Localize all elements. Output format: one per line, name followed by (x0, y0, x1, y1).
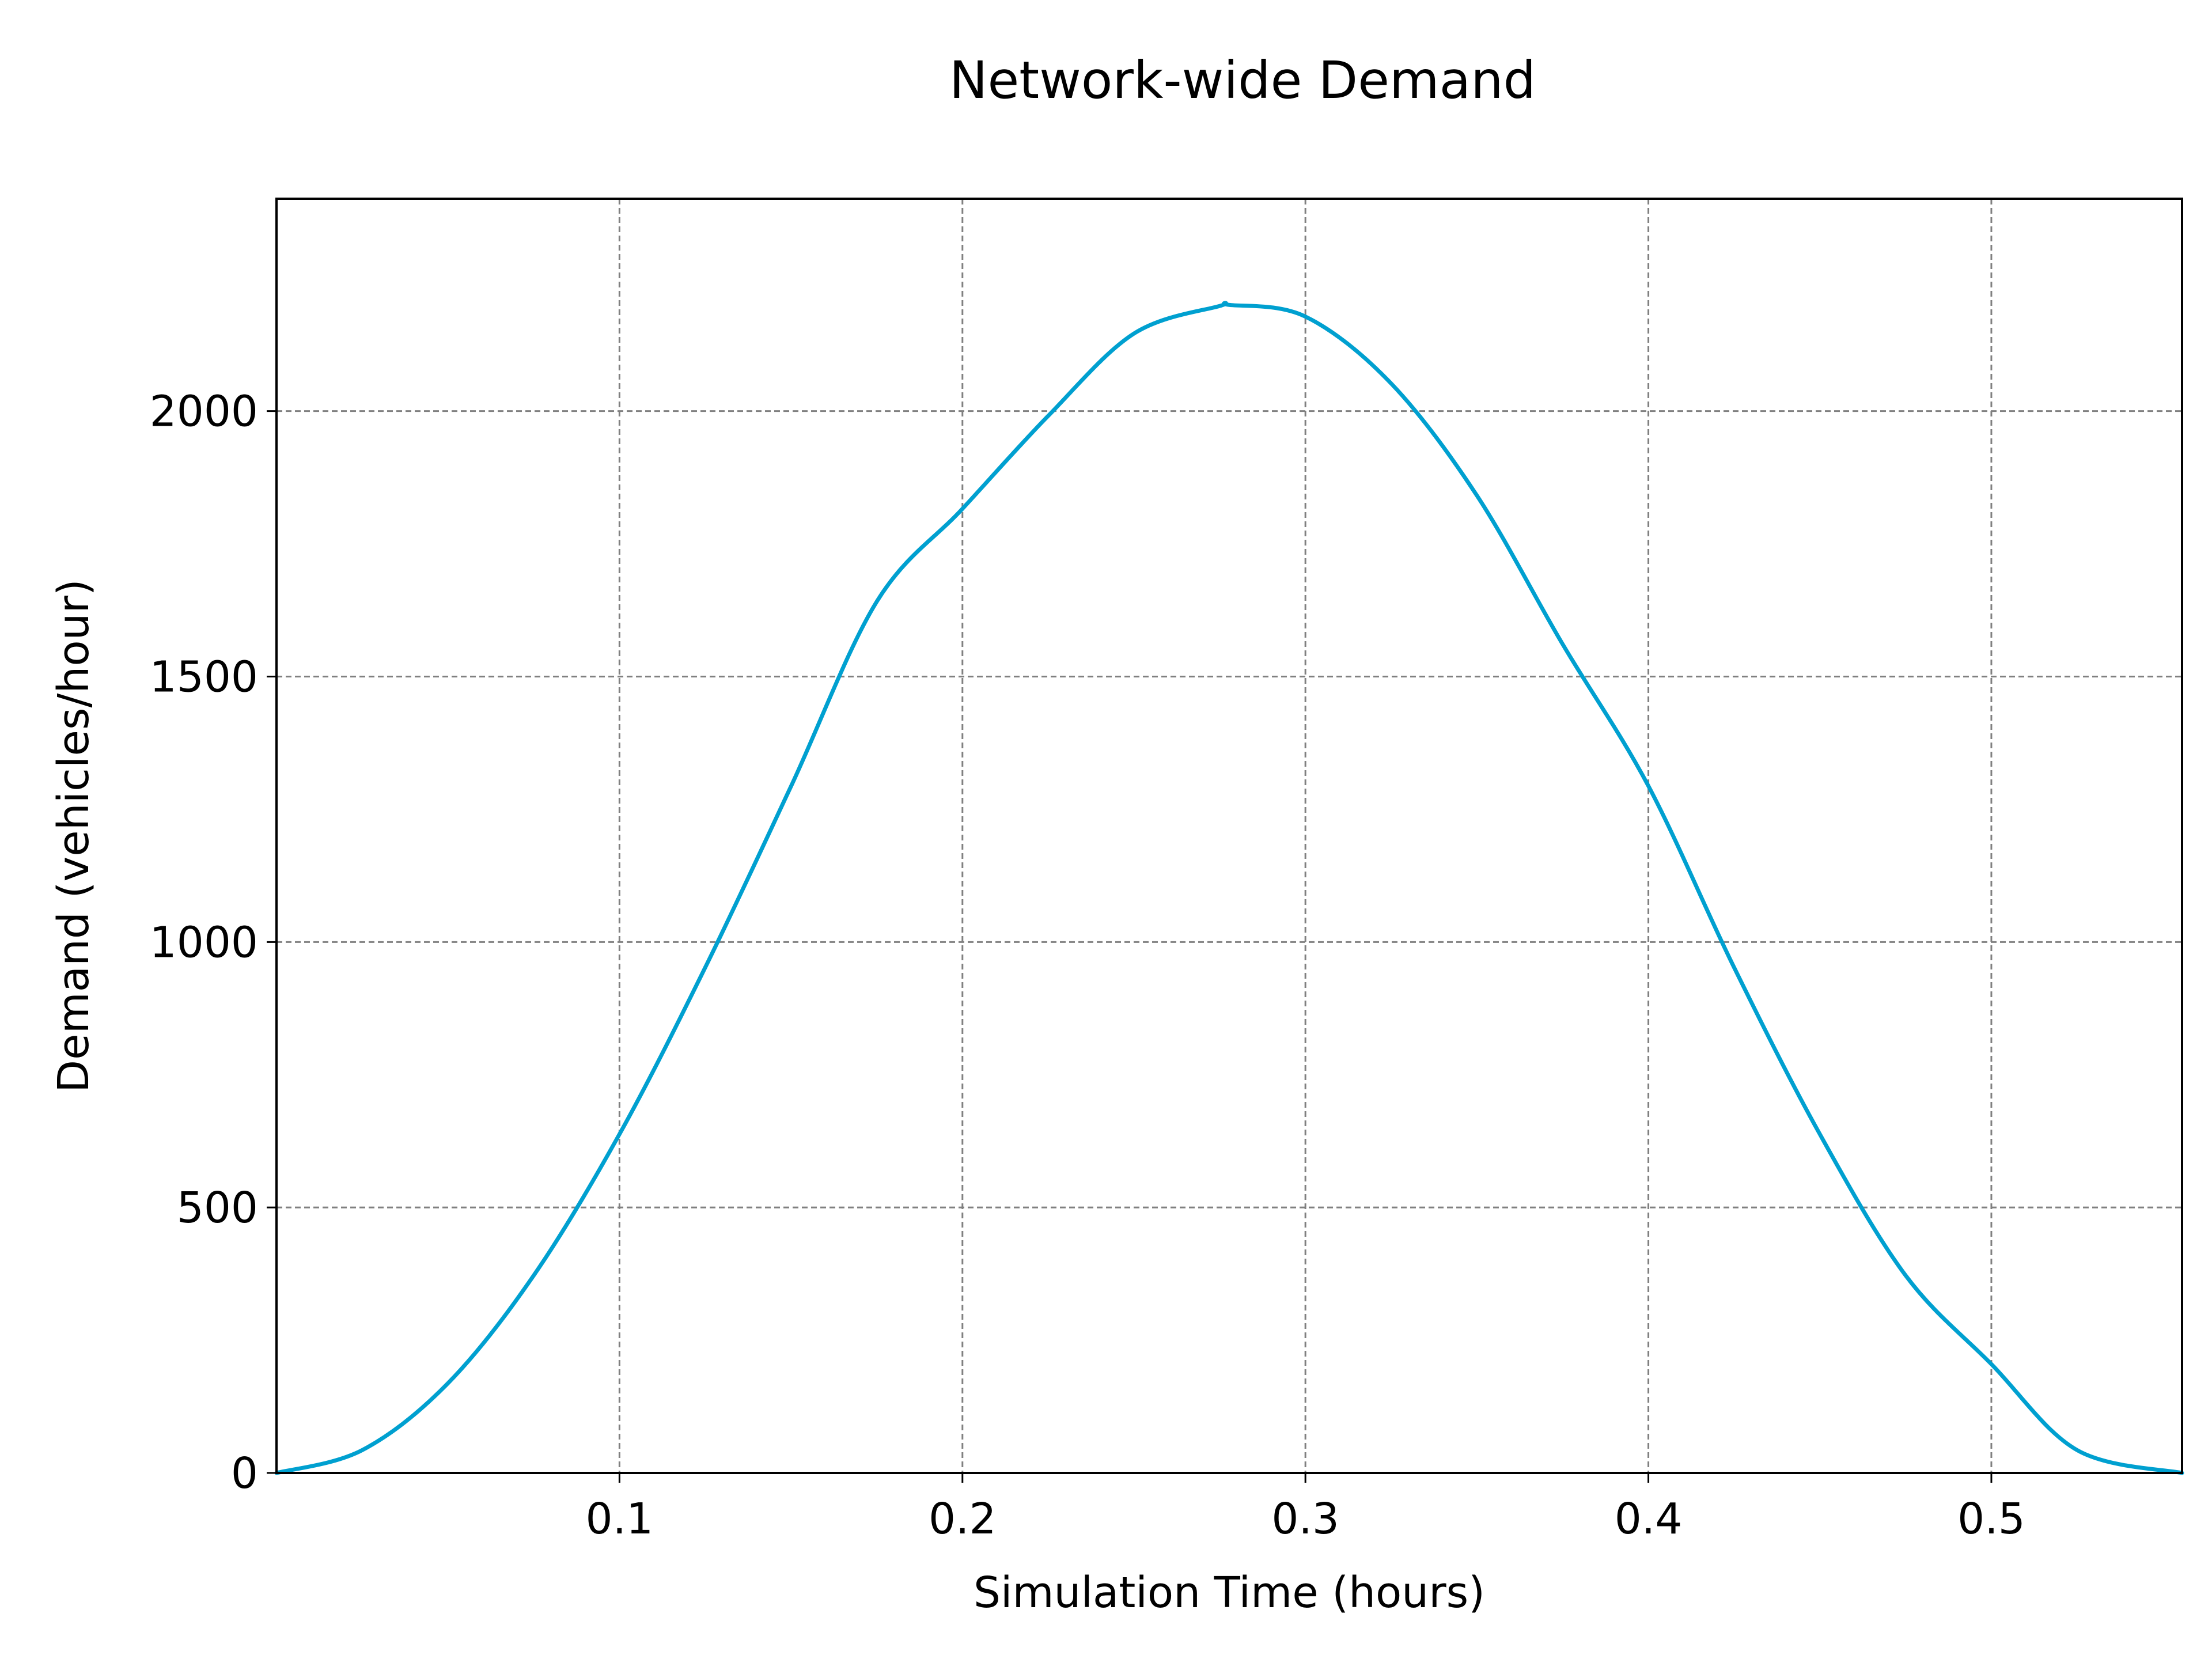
x-tick-label: 0.1 (586, 1494, 654, 1544)
y-tick-label: 500 (177, 1183, 258, 1233)
y-tick-label: 1000 (150, 918, 258, 967)
y-tick-label: 1500 (150, 653, 258, 702)
y-axis-ticks: 0 500 1000 1500 2000 (150, 387, 276, 1498)
x-tick-label: 0.2 (929, 1494, 997, 1544)
x-tick-label: 0.5 (1957, 1494, 2025, 1544)
plot-frame (275, 198, 2183, 1474)
demand-line (274, 301, 2184, 1475)
y-tick-label: 2000 (150, 387, 258, 437)
chart-title: Network-wide Demand (949, 50, 1536, 110)
y-tick-label: 0 (231, 1449, 258, 1498)
x-tick-label: 0.3 (1271, 1494, 1339, 1544)
x-axis-ticks: 0.1 0.2 0.3 0.4 0.5 (586, 1473, 2025, 1544)
grid (276, 199, 2182, 1473)
x-axis-label: Simulation Time (hours) (974, 1568, 1485, 1618)
y-axis-label: Demand (vehicles/hour) (49, 579, 99, 1093)
series-layer (274, 301, 2184, 1475)
x-tick-label: 0.4 (1615, 1494, 1683, 1544)
